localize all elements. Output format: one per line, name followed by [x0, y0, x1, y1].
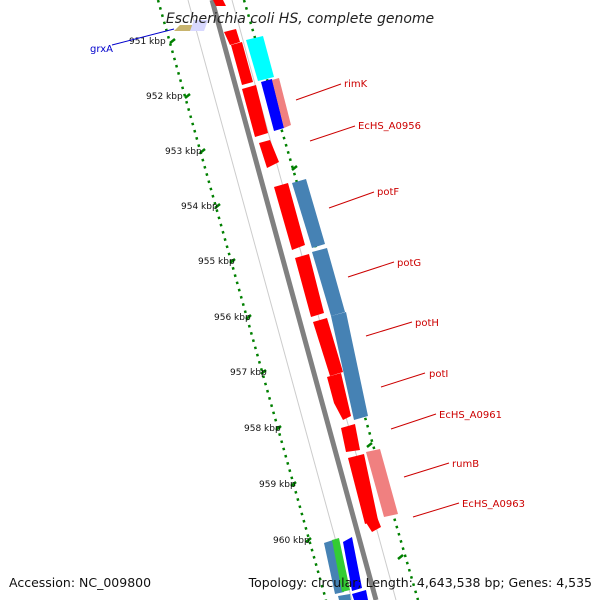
kbp-label: 960 kbp [273, 536, 310, 546]
map-title: Escherichia coli HS, complete genome [166, 11, 434, 27]
gene-label-rimK: rimK [344, 79, 368, 90]
genome-backbone [209, 0, 379, 600]
gene-label-potF: potF [377, 187, 399, 198]
accession-text: Accession: NC_009800 [9, 575, 152, 590]
kbp-label: 958 kbp [244, 424, 281, 434]
kbp-labels: 951 kbp 952 kbp 953 kbp 954 kbp 955 kbp … [129, 37, 310, 546]
gene-label-grxA: grxA [90, 44, 113, 55]
gene-label-potI: potI [429, 369, 448, 380]
kbp-label: 959 kbp [259, 480, 296, 490]
gene-label-EcHS_A0963: EcHS_A0963 [462, 499, 525, 510]
forward-strand-features [224, 29, 398, 600]
kbp-label: 954 kbp [181, 202, 218, 212]
gc-ring-outer-left [156, 0, 328, 600]
gene-leader-lines [111, 28, 460, 518]
gene-label-potG: potG [397, 258, 421, 269]
feature-grxA [174, 20, 208, 31]
gene-labels: grxA rimK EcHS_A0956 potF potG potH potI… [90, 44, 525, 510]
kbp-label: 956 kbp [214, 313, 251, 323]
genome-summary-text: Topology: circular; Length: 4,643,538 bp… [248, 575, 592, 590]
gene-label-potH: potH [415, 318, 439, 329]
gene-label-EcHS_A0956: EcHS_A0956 [358, 121, 421, 132]
kbp-label: 951 kbp [129, 37, 166, 47]
cds-feature [213, 0, 226, 6]
kbp-label: 957 kbp [230, 368, 267, 378]
gene-label-EcHS_A0961: EcHS_A0961 [439, 410, 502, 421]
slot-outline-left [187, 0, 353, 600]
gene-label-rumB: rumB [452, 459, 479, 470]
kbp-label: 953 kbp [165, 147, 202, 157]
kbp-label: 952 kbp [146, 92, 183, 102]
kbp-label: 955 kbp [198, 257, 235, 267]
